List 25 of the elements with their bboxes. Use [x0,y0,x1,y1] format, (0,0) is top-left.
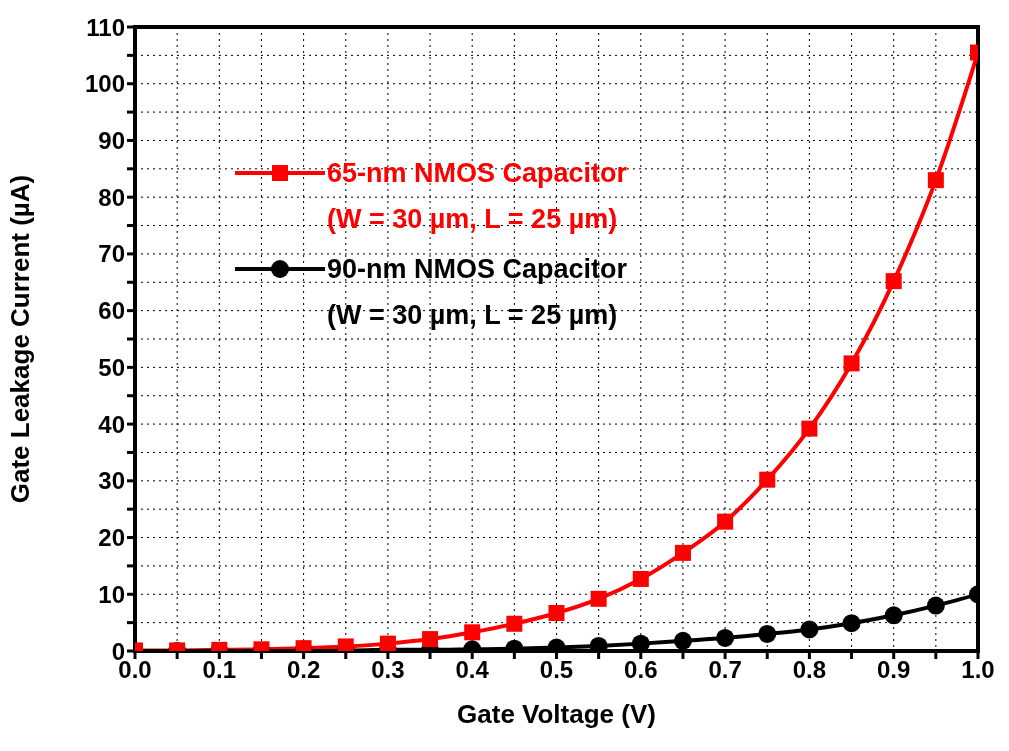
y-tick-label: 10 [98,580,125,608]
y-tick-label: 70 [98,240,125,268]
x-tick-label: 0.9 [877,656,911,684]
x-tick-label: 0.7 [708,656,742,684]
y-tick-label: 90 [98,126,125,154]
legend-label: 65-nm NMOS Capacitor (W = 30 µm, L = 25 µm) [327,157,628,235]
x-tick-label: 0.4 [455,656,490,684]
x-tick-label: 1.0 [961,656,995,684]
x-tick-label: 0.6 [624,656,658,684]
y-tick-label: 40 [98,410,125,438]
y-axis-title: Gate Leakage Current (µA) [5,174,36,504]
x-tick-label: 0.5 [539,656,574,684]
x-axis-title: Gate Voltage (V) [457,699,656,729]
y-tick-label: 20 [98,524,125,552]
y-tick-label: 110 [86,13,125,41]
legend-label: 90-nm NMOS Capacitor (W = 30 µm, L = 25 µm) [327,253,628,331]
y-tick-label: 100 [84,70,125,98]
y-tick-label: 50 [98,353,125,381]
y-tick-label: 80 [98,183,125,211]
x-tick-label: 0.8 [792,656,827,684]
y-tick-label: 60 [98,297,125,325]
y-tick-label: 30 [98,467,125,495]
x-tick-label: 0.2 [286,656,321,684]
x-tick-label: 0.1 [202,656,236,684]
x-tick-label: 0.3 [371,656,405,684]
